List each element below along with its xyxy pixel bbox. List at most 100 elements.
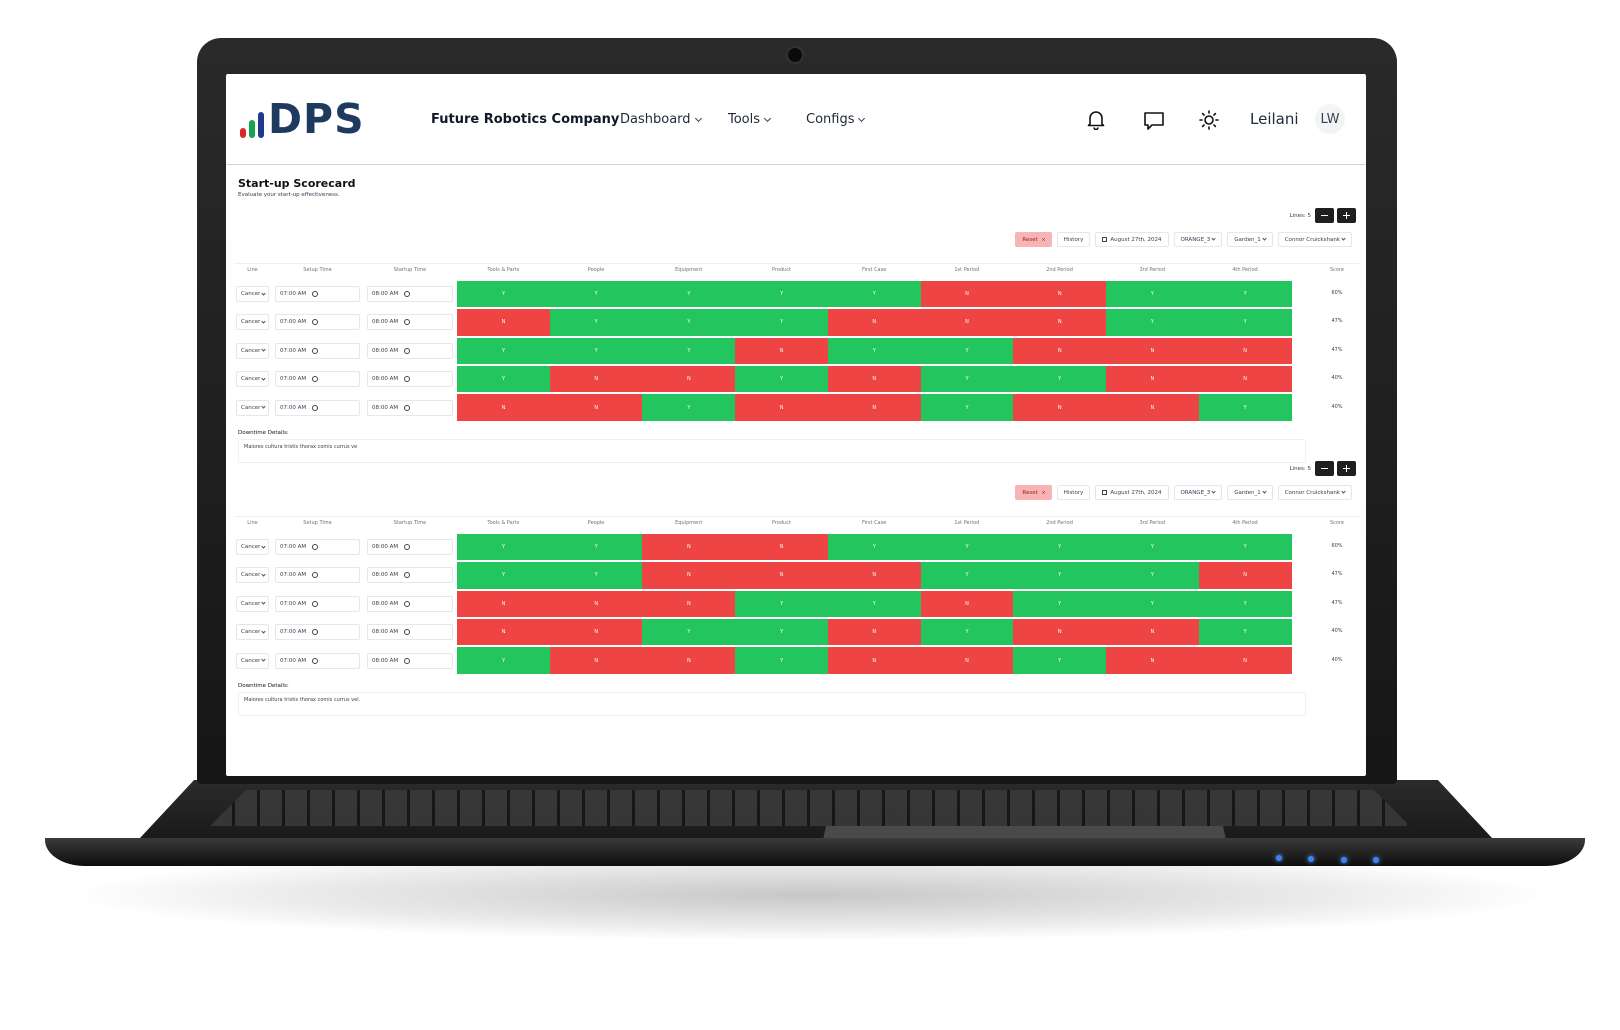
score-cell[interactable]: Y [457, 280, 550, 308]
score-cell[interactable]: Y [457, 533, 550, 561]
messages-icon[interactable] [1143, 111, 1165, 131]
score-cell[interactable]: Y [1013, 365, 1107, 393]
score-cell[interactable]: N [920, 647, 1014, 674]
score-cell[interactable]: Y [735, 647, 829, 674]
startup-time-input[interactable]: 08:00 AM [367, 314, 453, 331]
score-cell[interactable]: N [457, 394, 550, 421]
score-cell[interactable]: Y [1105, 309, 1199, 336]
score-cell[interactable]: N [735, 337, 829, 365]
score-cell[interactable]: N [549, 394, 643, 421]
add-line-button[interactable] [1337, 208, 1356, 223]
score-cell[interactable]: N [1013, 280, 1107, 308]
score-cell[interactable]: Y [1198, 394, 1292, 421]
score-cell[interactable]: Y [457, 647, 550, 674]
startup-time-input[interactable]: 08:00 AM [367, 595, 453, 612]
startup-time-input[interactable]: 08:00 AM [367, 652, 453, 669]
score-cell[interactable]: Y [549, 533, 643, 561]
score-cell[interactable]: N [1105, 337, 1199, 365]
filter-button[interactable]: History [1056, 232, 1091, 247]
score-cell[interactable]: Y [549, 562, 643, 589]
score-cell[interactable]: Y [920, 562, 1014, 589]
score-cell[interactable]: N [549, 590, 643, 618]
score-cell[interactable]: Y [827, 280, 921, 308]
line-select[interactable]: Cancer [236, 371, 269, 388]
score-cell[interactable]: Y [920, 365, 1014, 393]
score-cell[interactable]: N [549, 647, 643, 674]
setup-time-input[interactable]: 07:00 AM [275, 342, 360, 359]
setup-time-input[interactable]: 07:00 AM [275, 314, 360, 331]
score-cell[interactable]: N [457, 590, 550, 618]
score-cell[interactable]: Y [549, 280, 643, 308]
downtime-input[interactable]: Maiores cultura tristis thorax comis cur… [238, 692, 1306, 716]
line-select[interactable]: Cancer [236, 539, 269, 555]
score-cell[interactable]: N [457, 618, 550, 646]
filter-button[interactable]: History [1056, 485, 1091, 500]
score-cell[interactable]: N [827, 647, 921, 674]
score-cell[interactable]: Y [1105, 280, 1199, 308]
score-cell[interactable]: N [827, 562, 921, 589]
reset-button[interactable]: Reset [1015, 232, 1052, 247]
logo[interactable]: DPS [240, 99, 365, 140]
score-cell[interactable]: N [1013, 394, 1107, 421]
score-cell[interactable]: Y [549, 309, 643, 336]
score-cell[interactable]: Y [1198, 309, 1292, 336]
score-cell[interactable]: N [920, 280, 1014, 308]
nav-configs[interactable]: Configs [806, 112, 866, 127]
score-cell[interactable]: Y [457, 365, 550, 393]
score-cell[interactable]: N [735, 562, 829, 589]
score-cell[interactable]: N [642, 365, 736, 393]
score-cell[interactable]: Y [735, 309, 829, 336]
score-cell[interactable]: Y [920, 618, 1014, 646]
score-cell[interactable]: Y [735, 365, 829, 393]
score-cell[interactable]: N [1105, 394, 1199, 421]
line-select[interactable]: Cancer [236, 314, 269, 331]
setup-time-input[interactable]: 07:00 AM [275, 652, 360, 669]
score-cell[interactable]: N [1105, 618, 1199, 646]
score-cell[interactable]: N [1105, 647, 1199, 674]
score-cell[interactable]: Y [1105, 533, 1199, 561]
score-cell[interactable]: N [1198, 647, 1292, 674]
score-cell[interactable]: Y [827, 590, 921, 618]
line-select[interactable]: Cancer [236, 595, 269, 612]
line-select[interactable]: Cancer [236, 652, 269, 669]
score-cell[interactable]: Y [642, 309, 736, 336]
score-cell[interactable]: N [642, 590, 736, 618]
score-cell[interactable]: Y [1013, 647, 1107, 674]
score-cell[interactable]: Y [735, 590, 829, 618]
startup-time-input[interactable]: 08:00 AM [367, 286, 453, 302]
filter-button[interactable]: August 27th, 2024 [1095, 232, 1169, 247]
line-select[interactable]: Cancer [236, 624, 269, 641]
score-cell[interactable]: Y [457, 562, 550, 589]
add-line-button[interactable] [1337, 461, 1356, 476]
user-avatar[interactable]: LW [1315, 104, 1345, 134]
score-cell[interactable]: N [1198, 365, 1292, 393]
score-cell[interactable]: Y [735, 618, 829, 646]
score-cell[interactable]: Y [827, 533, 921, 561]
score-cell[interactable]: Y [1105, 562, 1199, 589]
line-select[interactable]: Cancer [236, 286, 269, 302]
score-cell[interactable]: N [827, 618, 921, 646]
score-cell[interactable]: Y [1013, 533, 1107, 561]
score-cell[interactable]: N [1198, 337, 1292, 365]
score-cell[interactable]: Y [1198, 533, 1292, 561]
filter-button[interactable]: Garden_1 [1227, 232, 1273, 247]
nav-tools[interactable]: Tools [728, 112, 772, 127]
score-cell[interactable]: N [1013, 618, 1107, 646]
filter-button[interactable]: August 27th, 2024 [1095, 485, 1169, 500]
score-cell[interactable]: N [642, 647, 736, 674]
score-cell[interactable]: N [1013, 337, 1107, 365]
score-cell[interactable]: N [827, 365, 921, 393]
score-cell[interactable]: N [1013, 309, 1107, 336]
score-cell[interactable]: N [827, 394, 921, 421]
score-cell[interactable]: Y [642, 618, 736, 646]
startup-time-input[interactable]: 08:00 AM [367, 342, 453, 359]
remove-line-button[interactable] [1315, 461, 1334, 476]
startup-time-input[interactable]: 08:00 AM [367, 567, 453, 584]
reset-button[interactable]: Reset [1015, 485, 1052, 500]
setup-time-input[interactable]: 07:00 AM [275, 371, 360, 388]
downtime-input[interactable]: Maiores cultura tristis thorax comis cur… [238, 439, 1306, 463]
score-cell[interactable]: Y [1198, 280, 1292, 308]
line-select[interactable]: Cancer [236, 342, 269, 359]
startup-time-input[interactable]: 08:00 AM [367, 371, 453, 388]
score-cell[interactable]: N [1198, 562, 1292, 589]
